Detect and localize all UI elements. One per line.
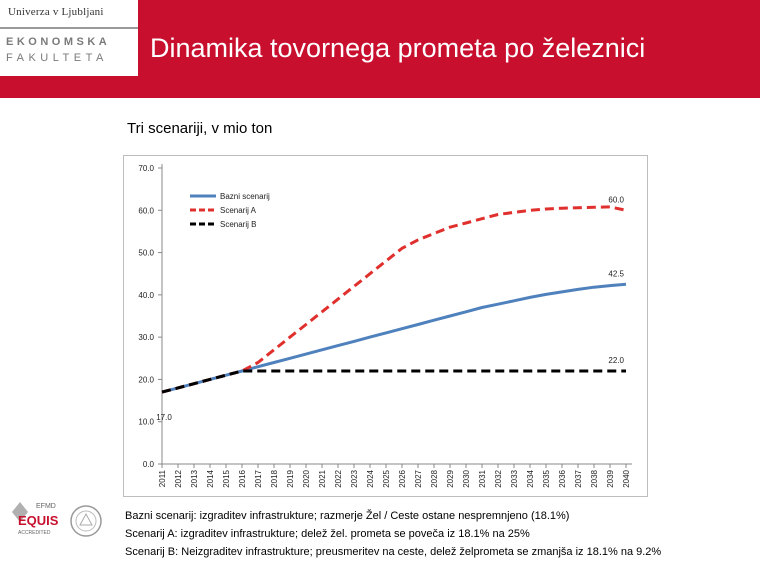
slide-title: Dinamika tovornega prometa po železnici — [150, 33, 646, 63]
x-tick-label: 2014 — [206, 469, 215, 487]
x-tick-label: 2039 — [606, 469, 615, 487]
x-tick-label: 2020 — [302, 469, 311, 487]
x-tick-label: 2028 — [430, 469, 439, 487]
x-tick-label: 2029 — [446, 469, 455, 487]
x-tick-label: 2018 — [270, 469, 279, 487]
x-tick-label: 2040 — [622, 469, 631, 487]
chart-container: 0.0 10.0 20.0 30.0 40.0 50.0 60.0 70.0 2011 2012 2… — [123, 155, 648, 497]
y-tick-label: 60.0 — [138, 206, 154, 215]
equis-accreditation-logo: EFMD EQUIS ACCREDITED — [6, 498, 116, 544]
x-tick-label: 2034 — [526, 469, 535, 487]
x-tick-label: 2019 — [286, 469, 295, 487]
faculty-name-line1: EKONOMSKA — [6, 36, 111, 48]
x-tick-label: 2031 — [478, 469, 487, 487]
university-logo: Univerza v Ljubljani EKONOMSKA FAKULTETA — [0, 0, 138, 76]
footnote-scenario-a: Scenarij A: izgraditev infrastrukture; d… — [125, 528, 530, 540]
y-tick-label: 10.0 — [138, 418, 154, 427]
equis-bottom-text: ACCREDITED — [18, 530, 51, 536]
equis-top-text: EFMD — [36, 503, 56, 510]
legend-label-0: Bazni scenarij — [220, 192, 270, 201]
x-tick-label: 2015 — [222, 469, 231, 487]
series-line-1 — [161, 205, 627, 394]
x-tick-label: 2035 — [542, 469, 551, 487]
series-line-2 — [161, 369, 626, 394]
x-tick-label: 2022 — [334, 469, 343, 487]
y-tick-label: 50.0 — [138, 249, 154, 258]
footnote-baseline: Bazni scenarij: izgraditev infrastruktur… — [125, 510, 570, 522]
line-chart: 0.0 10.0 20.0 30.0 40.0 50.0 60.0 70.0 2011 2012 2… — [138, 164, 632, 488]
x-tick-label: 2032 — [494, 469, 503, 487]
x-tick-label: 2036 — [558, 469, 567, 487]
y-tick-label: 40.0 — [138, 291, 154, 300]
x-tick-label: 2025 — [382, 469, 391, 487]
data-label-2: 22.0 — [608, 356, 624, 365]
x-tick-label: 2033 — [510, 469, 519, 487]
x-tick-label: 2017 — [254, 469, 263, 487]
x-tick-label: 2037 — [574, 469, 583, 487]
legend-label-2: Scenarij B — [220, 220, 256, 229]
header-banner: Univerza v Ljubljani EKONOMSKA FAKULTETA… — [0, 0, 760, 98]
x-tick-label: 2027 — [414, 469, 423, 487]
legend-label-1: Scenarij A — [220, 206, 257, 215]
x-tick-label: 2021 — [318, 469, 327, 487]
x-tick-label: 2013 — [190, 469, 199, 487]
x-tick-label: 2030 — [462, 469, 471, 487]
x-tick-label: 2011 — [158, 469, 167, 487]
footnote-scenario-b: Scenarij B: Neizgraditev infrastrukture;… — [125, 546, 662, 558]
x-tick-label: 2012 — [174, 469, 183, 487]
equis-main-text: EQUIS — [18, 513, 59, 528]
x-tick-label: 2016 — [238, 469, 247, 487]
y-tick-label: 0.0 — [143, 460, 155, 469]
series-line-0 — [161, 282, 627, 394]
y-tick-label: 70.0 — [138, 164, 154, 173]
seal-icon — [70, 505, 102, 537]
x-tick-label: 2038 — [590, 469, 599, 487]
logo-divider — [0, 27, 138, 29]
x-tick-label: 2024 — [366, 469, 375, 487]
data-label-1: 42.5 — [608, 269, 624, 278]
y-tick-label: 20.0 — [138, 375, 154, 384]
y-tick-label: 30.0 — [138, 333, 154, 342]
faculty-name-line2: FAKULTETA — [6, 52, 108, 64]
data-label-0: 60.0 — [608, 195, 624, 204]
x-tick-label: 2026 — [398, 469, 407, 487]
chart-subtitle: Tri scenariji, v mio ton — [127, 120, 273, 137]
data-label-3: 17.0 — [156, 413, 172, 422]
x-tick-label: 2023 — [350, 469, 359, 487]
university-name: Univerza v Ljubljani — [8, 6, 104, 18]
